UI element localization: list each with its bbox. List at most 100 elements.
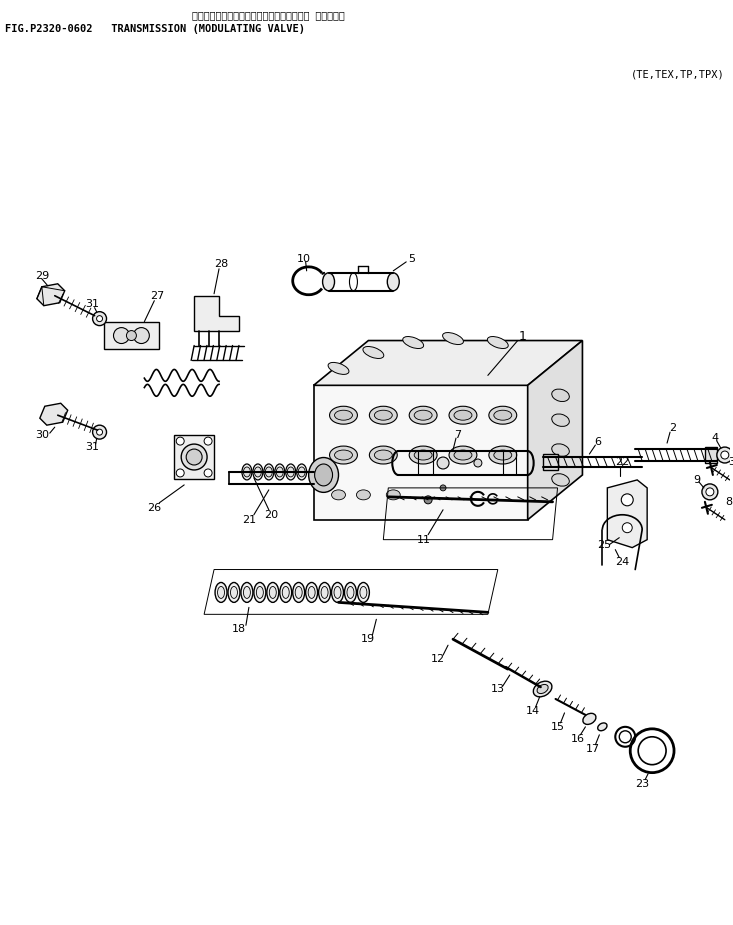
Circle shape <box>97 315 103 322</box>
Text: 31: 31 <box>86 299 100 309</box>
Ellipse shape <box>330 406 358 425</box>
Ellipse shape <box>375 450 392 460</box>
Ellipse shape <box>267 583 279 602</box>
Ellipse shape <box>319 583 331 602</box>
Ellipse shape <box>334 586 341 598</box>
Polygon shape <box>314 340 583 386</box>
Text: 19: 19 <box>361 635 375 644</box>
Ellipse shape <box>331 490 345 500</box>
Ellipse shape <box>228 583 240 602</box>
Circle shape <box>717 447 733 463</box>
Ellipse shape <box>215 583 227 602</box>
Text: 17: 17 <box>586 744 600 754</box>
Ellipse shape <box>257 586 263 598</box>
Polygon shape <box>705 447 717 463</box>
Text: 16: 16 <box>570 734 584 744</box>
Text: 4: 4 <box>711 433 718 443</box>
Ellipse shape <box>552 389 570 401</box>
Circle shape <box>133 327 150 343</box>
Circle shape <box>127 330 136 340</box>
Circle shape <box>721 451 729 459</box>
Text: 12: 12 <box>431 654 445 664</box>
Ellipse shape <box>253 464 263 480</box>
Text: 7: 7 <box>454 430 462 440</box>
Text: 8: 8 <box>725 497 732 507</box>
Circle shape <box>176 438 184 445</box>
Text: 18: 18 <box>232 624 246 635</box>
Text: 22: 22 <box>615 457 630 467</box>
Ellipse shape <box>330 446 358 464</box>
Ellipse shape <box>347 586 354 598</box>
Ellipse shape <box>369 446 397 464</box>
Circle shape <box>702 484 718 500</box>
Ellipse shape <box>242 464 252 480</box>
Polygon shape <box>40 403 67 426</box>
Polygon shape <box>314 386 528 520</box>
Ellipse shape <box>269 586 276 598</box>
Polygon shape <box>608 480 647 548</box>
Circle shape <box>424 496 432 504</box>
Ellipse shape <box>449 446 477 464</box>
Ellipse shape <box>537 684 548 694</box>
Ellipse shape <box>494 410 512 420</box>
Ellipse shape <box>414 410 432 420</box>
Ellipse shape <box>487 337 508 349</box>
Ellipse shape <box>489 446 517 464</box>
Circle shape <box>706 487 714 496</box>
Circle shape <box>204 469 212 477</box>
Circle shape <box>474 459 482 467</box>
Ellipse shape <box>323 273 334 290</box>
Circle shape <box>114 327 130 343</box>
Circle shape <box>92 312 106 326</box>
Circle shape <box>181 444 207 470</box>
Ellipse shape <box>534 681 552 697</box>
Ellipse shape <box>295 586 302 598</box>
Ellipse shape <box>386 490 400 500</box>
Circle shape <box>92 426 106 439</box>
Ellipse shape <box>297 464 306 480</box>
Ellipse shape <box>358 583 369 602</box>
Ellipse shape <box>243 586 251 598</box>
Ellipse shape <box>409 446 437 464</box>
Ellipse shape <box>443 333 463 344</box>
Circle shape <box>97 429 103 435</box>
Ellipse shape <box>583 713 596 724</box>
Ellipse shape <box>265 467 272 477</box>
Ellipse shape <box>552 444 570 456</box>
Polygon shape <box>542 454 558 470</box>
Text: 3: 3 <box>729 457 733 467</box>
Ellipse shape <box>552 414 570 426</box>
Polygon shape <box>103 322 159 350</box>
Ellipse shape <box>552 474 570 487</box>
Ellipse shape <box>363 347 384 359</box>
Text: 11: 11 <box>417 535 431 545</box>
Text: 1: 1 <box>519 330 526 343</box>
Circle shape <box>186 449 202 465</box>
Circle shape <box>204 438 212 445</box>
Ellipse shape <box>286 464 295 480</box>
Ellipse shape <box>276 467 283 477</box>
Text: 30: 30 <box>34 430 49 440</box>
Polygon shape <box>174 435 214 479</box>
Ellipse shape <box>387 273 399 290</box>
Text: 25: 25 <box>597 539 611 549</box>
Text: 31: 31 <box>86 442 100 452</box>
Ellipse shape <box>331 583 344 602</box>
Ellipse shape <box>308 586 315 598</box>
Text: 13: 13 <box>491 684 505 694</box>
Ellipse shape <box>298 467 305 477</box>
Ellipse shape <box>328 363 349 375</box>
Text: 23: 23 <box>635 779 649 789</box>
Text: 21: 21 <box>242 514 256 524</box>
Text: トランスミッション（モジュレーティング・ ハルプ）: トランスミッション（モジュレーティング・ ハルプ） <box>193 10 345 20</box>
Ellipse shape <box>597 723 607 731</box>
Text: 6: 6 <box>594 438 601 447</box>
Text: 14: 14 <box>526 706 539 716</box>
Text: 15: 15 <box>550 722 564 732</box>
Polygon shape <box>528 340 583 520</box>
Ellipse shape <box>334 450 353 460</box>
Ellipse shape <box>243 467 251 477</box>
Ellipse shape <box>454 450 472 460</box>
Ellipse shape <box>309 458 339 492</box>
Text: 20: 20 <box>264 510 278 520</box>
